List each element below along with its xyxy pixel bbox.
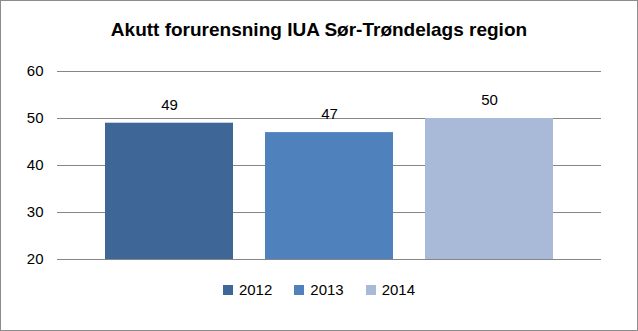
svg-text:49: 49: [161, 96, 178, 113]
html-text:2014: 2014: [381, 281, 416, 298]
svg-text:60: 60: [27, 62, 44, 79]
html-text:2012: 2012: [238, 281, 273, 298]
html-text:2013: 2013: [310, 281, 344, 298]
svg-text:30: 30: [27, 203, 44, 220]
svg-text:47: 47: [321, 105, 338, 122]
html-text:Akutt forurensning IUA Sør-Trø: Akutt forurensning IUA Sør-Trøndelags re…: [110, 19, 528, 40]
svg-text:20: 20: [27, 250, 44, 267]
svg-text:50: 50: [481, 91, 498, 108]
svg-text:40: 40: [27, 156, 44, 173]
svg-text:50: 50: [27, 109, 44, 126]
